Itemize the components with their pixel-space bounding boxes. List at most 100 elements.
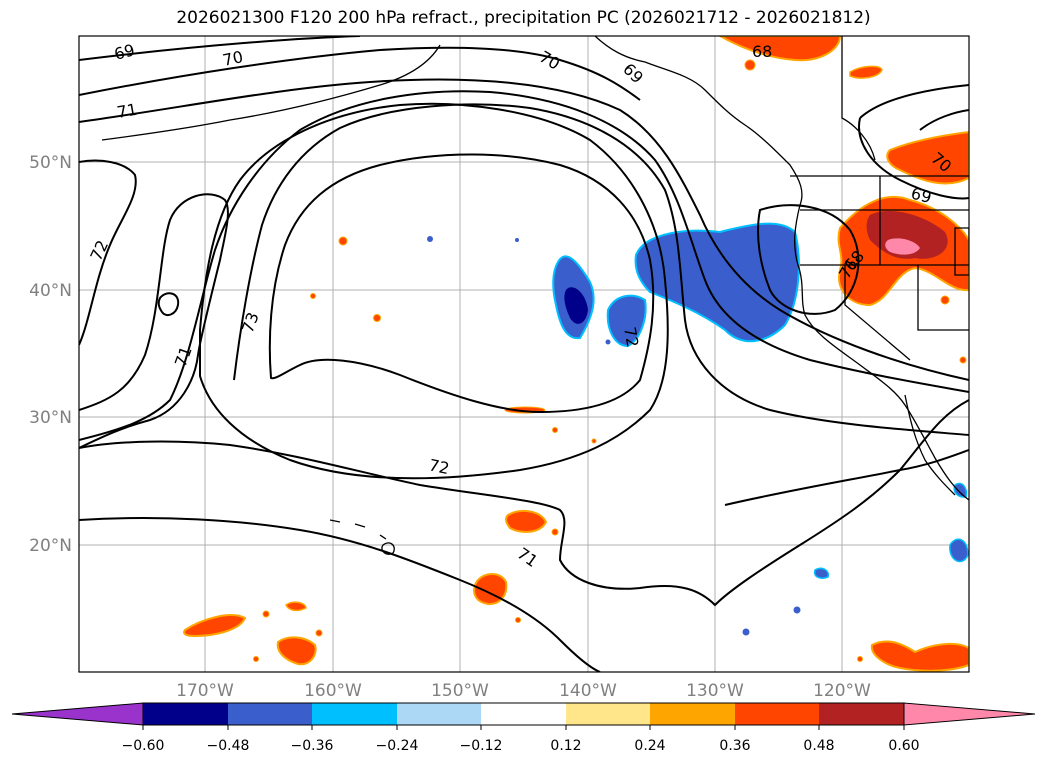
precip-spot-red (940, 295, 950, 305)
contour-line (79, 159, 137, 346)
state-border-7 (954, 227, 969, 276)
map-frame (78, 35, 970, 673)
state-border-4 (917, 265, 969, 331)
precip-positive-areas (183, 36, 969, 672)
precip-area-se-red (870, 640, 969, 672)
baja-coast (904, 394, 956, 496)
precip-area-dark-blue (564, 287, 588, 324)
contour-label: 69 (909, 184, 934, 208)
colorbar-ticks (142, 725, 905, 730)
contour-label: 69 (112, 40, 137, 64)
colorbar-segment (481, 703, 566, 725)
precip-spot-red (310, 293, 316, 299)
precip-spot-red (515, 617, 521, 623)
precip-spot-red (373, 314, 381, 322)
aleutian-chain (101, 44, 441, 141)
colorbar-tick-labels: −0.60 −0.48 −0.36 −0.24 −0.12 0.12 0.24 … (122, 738, 920, 754)
colorbar-tick-label: −0.24 (376, 738, 419, 754)
precip-area-sw-red-2 (276, 636, 317, 666)
precip-area-sw-red-1 (183, 614, 247, 638)
contour-line (79, 399, 969, 607)
contour-line (79, 78, 969, 381)
contour-line (199, 102, 669, 480)
west-coast (794, 204, 969, 501)
contour-line (79, 36, 361, 61)
lat-label-20n: 20°N (29, 536, 72, 556)
gridlines (79, 36, 969, 672)
state-border-5 (844, 265, 911, 361)
contour-label: 72 (620, 325, 642, 348)
colorbar-tick-label: 0.36 (719, 738, 750, 754)
hawaii-islands (329, 519, 395, 555)
colorbar-segment (650, 703, 735, 725)
colorbar-segment (312, 703, 397, 725)
lon-label-140w: 140°W (559, 681, 617, 701)
contour-line (79, 90, 969, 441)
colorbar-tick-label: −0.60 (122, 738, 165, 754)
lon-label-170w: 170°W (176, 681, 234, 701)
lon-label-130w: 130°W (686, 681, 744, 701)
precip-spot-blue (813, 567, 830, 579)
colorbar-tick-label: 0.24 (634, 738, 665, 754)
precip-spot-blue (949, 538, 969, 563)
lat-label-30n: 30°N (29, 408, 72, 428)
contour-label: 68 (752, 42, 772, 61)
precip-area-top-right-red (849, 65, 883, 79)
precip-spot-red (744, 59, 756, 71)
precip-spot-red (285, 601, 307, 612)
lon-label-120w: 120°W (813, 681, 871, 701)
colorbar-extend-max (903, 702, 1036, 726)
contour-label: 70 (221, 47, 245, 70)
colorbar-tick-label: 0.12 (550, 738, 581, 754)
contour-line (79, 517, 601, 672)
precip-spot-blue (427, 236, 433, 242)
precip-area-hawaii-red-1 (504, 509, 548, 533)
contour-line (79, 46, 641, 101)
colorbar-extend-min (11, 702, 144, 726)
precip-area-north-red (886, 130, 969, 185)
precip-spot-blue (793, 606, 801, 614)
precip-spot-blue (742, 628, 750, 636)
contour-line (919, 109, 969, 131)
contour-label: 71 (115, 100, 138, 122)
colorbar-frame (142, 702, 905, 726)
colorbar-segment (397, 703, 481, 725)
colorbar-segment (735, 703, 819, 725)
lon-label-150w: 150°W (431, 681, 489, 701)
contour-label: 72 (427, 455, 451, 478)
contour-line (233, 103, 969, 436)
precip-spot-red (857, 656, 863, 662)
precip-area-east-blue (606, 294, 647, 348)
colorbar-tick-label: −0.36 (291, 738, 334, 754)
colorbar-segment (819, 703, 904, 725)
lon-label-160w: 160°W (304, 681, 362, 701)
precip-spot-red (253, 656, 259, 662)
lat-label-40n: 40°N (29, 281, 72, 301)
colorbar-segment (566, 703, 650, 725)
precip-spot-blue (515, 238, 519, 242)
contour-line (724, 449, 969, 506)
precip-spot-red (552, 427, 558, 433)
contour-line (268, 153, 655, 414)
contour-line (858, 84, 969, 200)
map-title: 2026021300 F120 200 hPa refract., precip… (176, 8, 871, 28)
colorbar-segment (143, 703, 228, 725)
lat-label-50n: 50°N (29, 153, 72, 173)
precip-spot-red (262, 610, 270, 618)
colorbar-tick-label: −0.48 (207, 738, 250, 754)
colorbar-tick-label: 0.60 (888, 738, 919, 754)
latitude-labels: 50°N 40°N 30°N 20°N (29, 153, 72, 556)
precip-area-inland-pink (885, 238, 920, 255)
contour-line (757, 204, 860, 315)
precip-spot-red (551, 528, 559, 536)
longitude-labels: 170°W 160°W 150°W 140°W 130°W 120°W (176, 681, 871, 701)
colorbar-tick-label: 0.48 (803, 738, 834, 754)
precip-spot-red (315, 629, 323, 637)
precip-spot-blue (605, 339, 611, 345)
colorbar-segment (228, 703, 312, 725)
contour-line (157, 292, 180, 317)
refractivity-contours (79, 36, 969, 672)
precip-area-top-red (717, 36, 842, 62)
colorbar-tick-label: −0.12 (460, 738, 503, 754)
